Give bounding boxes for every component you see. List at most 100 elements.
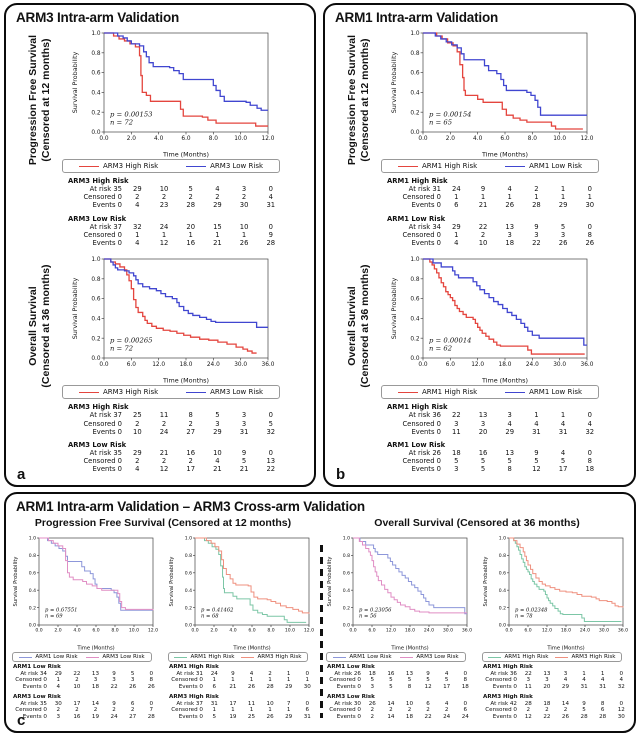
- risk-value: 2: [93, 707, 98, 714]
- legend-label: ARM1 Low Risk: [529, 388, 583, 397]
- risk-value: 3: [93, 677, 98, 684]
- risk-value: 7: [286, 700, 291, 707]
- risk-value: 5: [454, 457, 459, 466]
- row-label-a-pfs: Progression Free Survival (Censored at 1…: [26, 34, 52, 165]
- y-tick-label: 0.8: [91, 277, 101, 283]
- y-tick-label: 1.0: [91, 31, 101, 37]
- y-tick-label: 0.2: [499, 605, 506, 611]
- risk-value: 26: [585, 239, 595, 248]
- risk-tables-b-os: ARM1 High Risk At risk 36 22 13 3 1 1 0 Censored…: [325, 403, 634, 473]
- p-value-label: p = 0.00153: [110, 111, 152, 119]
- y-tick-label: 0.6: [343, 570, 350, 576]
- x-tick-label: 4.0: [154, 136, 164, 142]
- risk-value: 1: [454, 230, 459, 239]
- survival-curve: [104, 32, 268, 127]
- legend-item: ARM3 High Risk: [241, 654, 302, 660]
- legend-label: ARM3 High Risk: [102, 388, 159, 397]
- risk-value: 26: [247, 684, 256, 691]
- risk-value: 4: [560, 449, 566, 458]
- x-axis-label: Time (Months): [390, 646, 428, 652]
- y-tick-label: 0.6: [91, 71, 101, 77]
- risk-value: 10: [478, 239, 488, 248]
- risk-table-title: ARM1 High Risk: [387, 177, 448, 185]
- risk-value: 5: [407, 677, 412, 684]
- risk-row-label: Censored 0: [402, 419, 441, 428]
- risk-value: 1: [231, 707, 235, 714]
- risk-row-label: Censored 0: [485, 677, 517, 684]
- km-plot-svg: 0.0 6.0 12.0 18.0 24.0 30.0 36.0 0.0 0.2 0.4 0.6 0.…: [327, 536, 472, 652]
- legend-label: ARM3 High Risk: [257, 654, 302, 660]
- y-axis-label: Survival Probability: [390, 51, 398, 113]
- risk-value: 4: [587, 419, 592, 428]
- x-tick-label: 6.0: [524, 628, 531, 634]
- risk-value: 32: [133, 222, 142, 231]
- risk-value: 2: [188, 193, 193, 202]
- survival-curve: [423, 258, 587, 347]
- risk-value: 11: [247, 700, 256, 707]
- risk-table: At risk 34 29 22 13 9 5 0 Censored 0 1 2 3 3 3 8 Event…: [11, 671, 161, 691]
- risk-value: 19: [91, 713, 100, 720]
- km-plot-svg: 0.0 6.0 12.0 18.0 24.0 30.0 36.0 0.0 0.2 0.4 0.6 0.…: [483, 536, 628, 652]
- risk-row-label: At risk 30: [334, 700, 361, 707]
- risk-value: 13: [405, 670, 414, 677]
- risk-value: 16: [186, 239, 196, 248]
- risk-value: 9: [480, 185, 486, 194]
- risk-row-label: Events 0: [411, 239, 442, 248]
- risk-value: 3: [507, 230, 512, 239]
- risk-value: 22: [452, 411, 461, 420]
- risk-value: 21: [213, 239, 222, 248]
- risk-value: 4: [507, 419, 512, 428]
- x-tick-label: 0.0: [418, 362, 428, 368]
- risk-row-label: Events 0: [92, 201, 123, 210]
- risk-value: 1: [241, 230, 247, 239]
- risk-value: 2: [135, 457, 140, 466]
- panel-c: ARM1 Intra-arm Validation – ARM3 Cross-a…: [4, 492, 636, 733]
- risk-value: 29: [285, 684, 293, 691]
- risk-table-title: ARM3 Low Risk: [327, 693, 375, 700]
- risk-value: 2: [56, 707, 61, 714]
- plot-block-b-pfs: Progression Free Survival (Censored at 1…: [325, 26, 634, 247]
- survival-curve: [509, 537, 624, 608]
- x-tick-label: 2.0: [446, 136, 456, 142]
- risk-value: 5: [426, 677, 430, 684]
- p-value-label: p = 0.02348: [515, 608, 548, 614]
- c-header-pfs: Progression Free Survival (Censored at 1…: [34, 517, 292, 529]
- x-axis-label: Time (Months): [481, 377, 528, 385]
- risk-value: 12: [524, 713, 532, 720]
- risk-value: 3: [534, 230, 539, 239]
- risk-table-title: ARM3 Low Risk: [68, 440, 127, 449]
- legend-b-os: ARM1 High Risk ARM1 Low Risk: [381, 385, 599, 400]
- risk-value: 1: [560, 185, 566, 194]
- y-tick-label: 0.4: [410, 317, 420, 323]
- x-tick-label: 24.0: [424, 628, 434, 634]
- risk-row-label: At risk 26: [334, 670, 361, 677]
- risk-table-title: ARM3 High Risk: [68, 177, 129, 185]
- risk-value: 5: [130, 670, 135, 677]
- y-axis-label: Survival Probability: [71, 51, 79, 113]
- risk-value: 21: [478, 201, 488, 210]
- risk-row-label: Events 0: [92, 465, 123, 474]
- risk-row-label: Censored 0: [402, 193, 441, 202]
- legend-item: ARM3 Low Risk: [186, 388, 263, 396]
- legend-line-swatch: [400, 656, 414, 658]
- survival-curve: [104, 32, 268, 111]
- risk-value: 24: [159, 427, 169, 436]
- risk-value: 2: [188, 419, 193, 428]
- x-tick-label: 6.0: [127, 362, 137, 368]
- risk-value: 0: [268, 411, 273, 420]
- y-tick-label: 0.8: [91, 51, 101, 57]
- risk-value: 29: [558, 201, 568, 210]
- risk-value: 1: [587, 193, 592, 202]
- risk-value: 26: [239, 239, 249, 248]
- risk-value: 5: [370, 677, 375, 684]
- risk-value: 22: [266, 465, 276, 474]
- risk-value: 3: [545, 677, 549, 684]
- risk-value: 3: [215, 419, 220, 428]
- y-tick-label: 0.0: [343, 623, 350, 629]
- risk-table: At risk 36 22 13 3 1 1 0 Censored 0 3 3 4 4 4 4 Events…: [481, 671, 631, 691]
- risk-value: 6: [130, 700, 135, 707]
- risk-value: 18: [405, 713, 414, 720]
- y-tick-label: 1.0: [185, 536, 192, 542]
- y-tick-label: 0.6: [91, 297, 101, 303]
- risk-value: 1: [286, 707, 291, 714]
